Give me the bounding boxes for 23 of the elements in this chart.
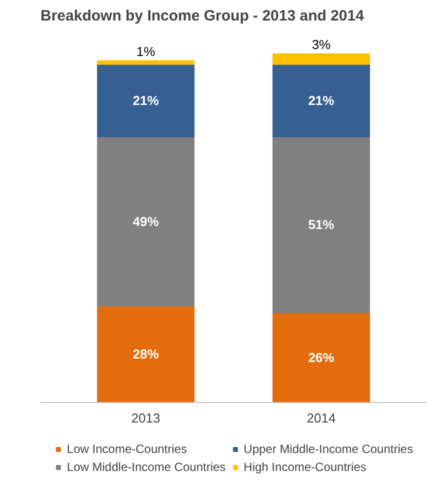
data-label: 26% [308, 350, 335, 366]
data-label: 21% [132, 92, 160, 108]
data-label: 21% [308, 92, 335, 108]
data-label: 3% [312, 36, 332, 52]
x-tick-label: 2013 [131, 410, 160, 426]
data-label: 28% [132, 346, 160, 362]
x-tick-label: 2014 [306, 410, 336, 426]
data-label: 1% [136, 44, 156, 59]
bar [97, 136, 195, 306]
bar [97, 60, 195, 65]
bar [97, 64, 195, 138]
legend-label: Upper Middle-Income Countries [244, 442, 414, 456]
bar [272, 53, 370, 65]
data-label: 49% [132, 214, 160, 229]
data-label: 51% [308, 217, 335, 232]
legend-label: High Income-Countries [244, 460, 366, 474]
bar [272, 312, 370, 402]
bar [97, 305, 195, 402]
bar [272, 136, 370, 314]
legend-label: Low Income-Countries [66, 442, 187, 456]
chart-title: Breakdown by Income Group - 2013 and 2014 [40, 8, 365, 24]
legend-label: Low Middle-Income Countries [66, 460, 226, 474]
bar [272, 64, 370, 138]
